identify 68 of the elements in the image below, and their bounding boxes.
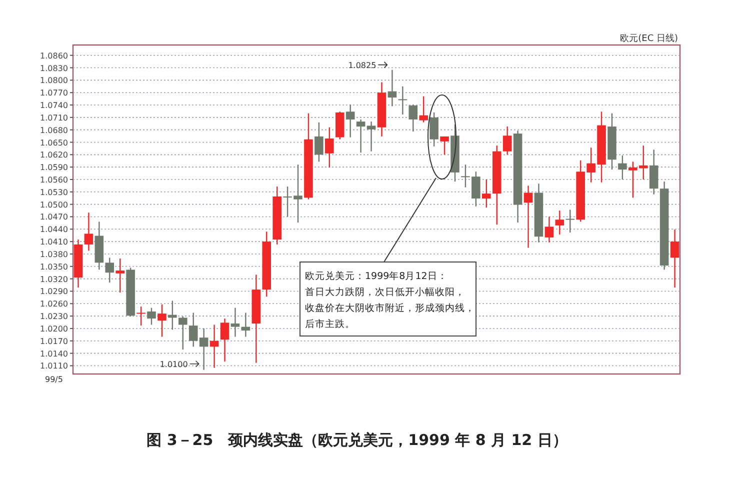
candlestick <box>544 216 554 243</box>
candlestick <box>524 185 533 248</box>
y-tick-label: 1.0380 <box>40 250 68 259</box>
y-tick-label: 1.0470 <box>40 212 68 222</box>
y-tick-label: 1.0110 <box>40 362 68 371</box>
y-tick-label: 1.0140 <box>40 349 68 358</box>
candlestick <box>566 209 575 234</box>
candlestick <box>241 312 250 338</box>
y-tick-label: 1.0440 <box>40 225 68 234</box>
candlestick <box>188 312 198 348</box>
candlestick <box>366 120 376 152</box>
y-tick-label: 1.0500 <box>40 200 68 210</box>
candlestick <box>147 307 156 326</box>
text: 图 3－25 颈内线实盘（欧元兑美元，1999 年 8 月 12 日） <box>146 431 568 449</box>
annotation: 后市主跌。 <box>305 318 355 330</box>
candlestick <box>346 104 355 138</box>
candlestick <box>482 178 491 208</box>
y-tick-label: 1.0320 <box>40 274 68 284</box>
candlestick <box>440 136 449 156</box>
y-tick-label: 1.0770 <box>40 88 68 98</box>
candlestick <box>220 318 230 362</box>
candlestick <box>210 324 219 368</box>
candlestick <box>670 228 680 288</box>
candlestick <box>158 304 166 338</box>
candlestick <box>116 258 124 294</box>
annotation: 1.0825 <box>348 60 376 70</box>
y-tick-label: 1.0560 <box>40 175 68 184</box>
y-tick-label: 1.0740 <box>40 101 68 110</box>
candlestick <box>314 122 324 162</box>
annotation: 欧元兑美元：1999年8月12日： <box>305 270 448 282</box>
candlestick <box>649 149 658 195</box>
y-tick-label: 1.0290 <box>40 287 68 296</box>
y-tick-label: 1.0650 <box>40 138 68 148</box>
annotation: 首日大力跌阴，次日低开小幅收阳， <box>305 286 465 298</box>
candlestick <box>325 126 334 168</box>
y-tick-label: 1.0530 <box>40 188 68 197</box>
candlestick <box>356 118 366 154</box>
y-tick-label: 1.0860 <box>40 51 68 60</box>
candlestick <box>230 307 240 338</box>
y-tick-label: 1.0800 <box>40 76 68 86</box>
y-tick-label: 1.0350 <box>40 262 68 272</box>
candlestick <box>408 104 418 132</box>
candlestick <box>84 212 94 252</box>
text: 99/5 <box>45 375 63 384</box>
candlestick <box>398 86 408 116</box>
y-tick-label: 1.0230 <box>40 312 68 322</box>
candlestick <box>555 210 564 236</box>
annotation: 1.0100 <box>160 360 188 369</box>
y-tick-label: 1.0410 <box>40 238 68 247</box>
y-tick-label: 1.0680 <box>40 126 68 135</box>
y-tick-label: 1.0260 <box>40 300 68 309</box>
candlestick <box>419 96 428 123</box>
candlestick <box>199 328 208 370</box>
y-tick-label: 1.0200 <box>40 324 68 334</box>
chart-subtitle: 欧元(EC 日线) <box>620 33 678 44</box>
candlestick <box>178 316 188 350</box>
annotation: 收盘价在大阴收市附近，形成颈内线， <box>305 302 475 314</box>
y-tick-label: 1.0710 <box>40 113 68 122</box>
candlestick <box>136 306 146 326</box>
candlestick <box>388 69 397 107</box>
y-tick-label: 1.0620 <box>40 150 68 160</box>
y-tick-label: 1.0830 <box>40 64 68 73</box>
candlestick <box>430 112 438 147</box>
candlestick <box>105 257 114 284</box>
candlestick <box>502 126 512 156</box>
y-tick-label: 1.0590 <box>40 163 68 172</box>
candlestick <box>618 154 627 180</box>
y-tick-label: 1.0170 <box>40 336 68 346</box>
